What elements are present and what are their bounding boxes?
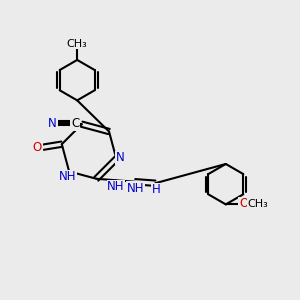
Text: NH: NH — [59, 170, 76, 183]
Text: H: H — [152, 183, 160, 196]
Text: NH: NH — [107, 180, 125, 193]
Text: O: O — [239, 197, 248, 210]
Text: N: N — [48, 117, 57, 130]
Text: O: O — [33, 141, 42, 154]
Text: CH₃: CH₃ — [67, 39, 88, 49]
Text: N: N — [116, 152, 124, 164]
Text: C: C — [71, 117, 79, 130]
Text: CH₃: CH₃ — [248, 199, 268, 209]
Text: NH: NH — [127, 182, 144, 195]
